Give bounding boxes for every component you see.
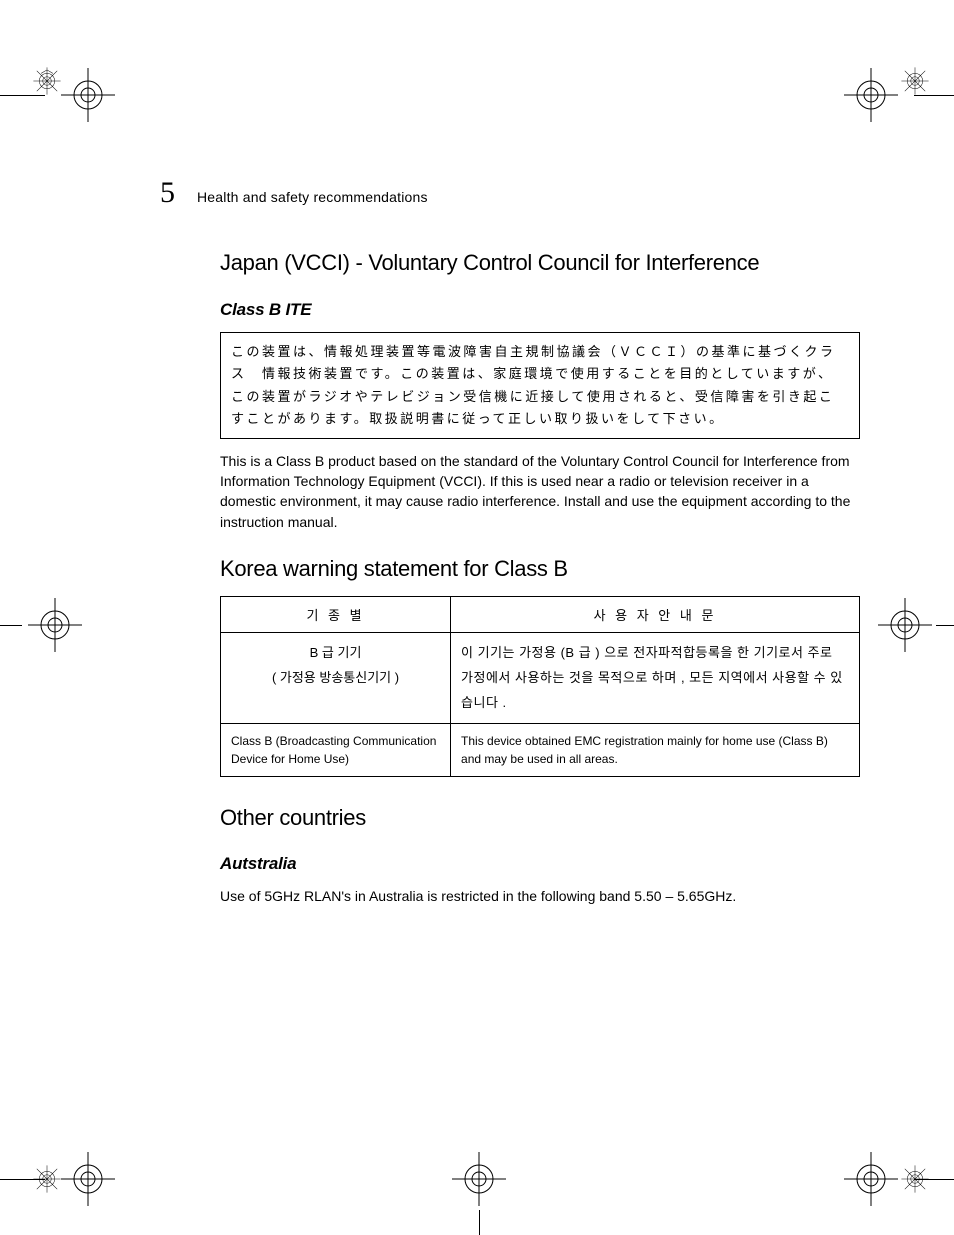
section-other-countries: Other countries Autstralia Use of 5GHz R… <box>220 805 860 906</box>
heading-other-countries: Other countries <box>220 805 860 831</box>
table-header-cell: 사 용 자 안 내 문 <box>451 597 860 633</box>
crop-line <box>0 1179 45 1180</box>
crop-line <box>0 95 45 96</box>
section-korea: Korea warning statement for Class B 기 종 … <box>220 556 860 777</box>
korean-device-type: B 급 기기 <box>310 645 362 660</box>
heading-korea: Korea warning statement for Class B <box>220 556 860 582</box>
registration-mark-icon <box>53 60 123 130</box>
crop-line <box>914 1179 954 1180</box>
crop-line <box>0 625 22 626</box>
table-row: B 급 기기 ( 가정용 방송통신기기 ) 이 기기는 가정용 (B 급 ) 으… <box>221 633 860 724</box>
heading-japan: Japan (VCCI) - Voluntary Control Council… <box>220 250 860 276</box>
registration-mark-icon <box>870 590 940 660</box>
table-row: Class B (Broadcasting Communication Devi… <box>221 724 860 777</box>
australia-text: Use of 5GHz RLAN's in Australia is restr… <box>220 886 860 906</box>
korean-device-subtype: ( 가정용 방송통신기기 ) <box>272 670 399 685</box>
table-cell: Class B (Broadcasting Communication Devi… <box>221 724 451 777</box>
registration-mark-icon <box>20 590 90 660</box>
table-cell: B 급 기기 ( 가정용 방송통신기기 ) <box>221 633 451 724</box>
japanese-notice-box: この装置は、情報処理装置等電波障害自主規制協議会（ＶＣＣＩ）の基準に基づくクラス… <box>220 332 860 438</box>
registration-mark-icon <box>444 1144 514 1214</box>
table-cell: 이 기기는 가정용 (B 급 ) 으로 전자파적합등록을 한 기기로서 주로 가… <box>451 633 860 724</box>
table-cell: This device obtained EMC registration ma… <box>451 724 860 777</box>
registration-mark-icon <box>836 60 906 130</box>
chapter-header: 5 Health and safety recommendations <box>160 176 860 210</box>
crop-line <box>479 1210 480 1235</box>
korea-table: 기 종 별 사 용 자 안 내 문 B 급 기기 ( 가정용 방송통신기기 ) … <box>220 596 860 777</box>
japan-english-text: This is a Class B product based on the s… <box>220 451 860 532</box>
crop-line <box>914 95 954 96</box>
chapter-title: Health and safety recommendations <box>197 189 428 205</box>
registration-mark-icon <box>53 1144 123 1214</box>
registration-mark-icon <box>836 1144 906 1214</box>
section-japan: Japan (VCCI) - Voluntary Control Council… <box>220 250 860 532</box>
subheading-australia: Autstralia <box>220 854 860 874</box>
table-row: 기 종 별 사 용 자 안 내 문 <box>221 597 860 633</box>
subheading-class-b-ite: Class B ITE <box>220 300 860 320</box>
chapter-number: 5 <box>160 176 175 210</box>
crop-line <box>936 625 954 626</box>
document-page: 5 Health and safety recommendations Japa… <box>0 0 954 1235</box>
page-content: 5 Health and safety recommendations Japa… <box>160 176 860 930</box>
table-header-cell: 기 종 별 <box>221 597 451 633</box>
